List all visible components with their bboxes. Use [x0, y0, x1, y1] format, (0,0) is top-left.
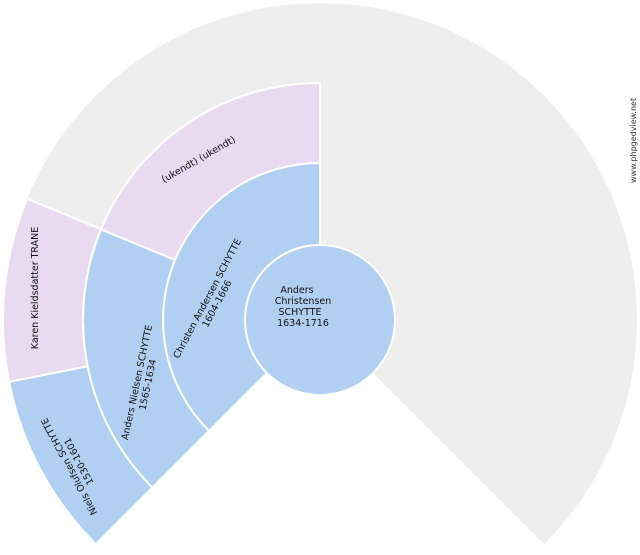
watermark: www.phpgedview.net: [629, 98, 638, 183]
ancestor-segment[interactable]: [2, 197, 103, 384]
ancestor-label-line: Karen Kieldsdatter TRANE: [30, 227, 41, 350]
ancestor-label: Karen Kieldsdatter TRANE: [30, 227, 41, 350]
root-person-name: Anders Christensen SCHYTTE 1634-1716: [275, 285, 332, 329]
ancestor-segment[interactable]: [99, 81, 321, 262]
root-person-circle[interactable]: [244, 244, 396, 396]
